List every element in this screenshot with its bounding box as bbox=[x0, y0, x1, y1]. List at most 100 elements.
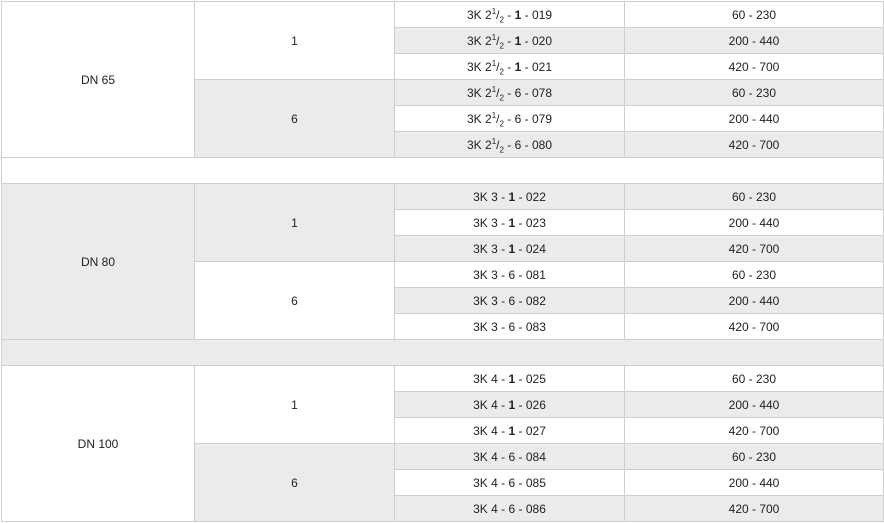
code-suffix: 027 bbox=[525, 423, 546, 438]
range-cell: 60 - 230 bbox=[624, 1, 884, 28]
fraction-numerator: 1 bbox=[491, 58, 497, 68]
range-cell: 420 - 700 bbox=[624, 417, 884, 444]
code-prefix: 3K 4 bbox=[473, 423, 498, 438]
pressure-cell: 1 bbox=[194, 365, 395, 444]
table-row: 6 3K 21/2 - 6 - 078 60 - 230 bbox=[2, 79, 884, 158]
code-pressure: 6 bbox=[508, 267, 516, 282]
spacer-row bbox=[1, 339, 884, 366]
code-pressure: 1 bbox=[508, 371, 516, 386]
fraction-denominator: 2 bbox=[499, 144, 504, 154]
table-row: 3K 4 - 6 - 086 420 - 700 bbox=[2, 495, 884, 522]
article-code-cell: 3K 4 - 6 - 085 bbox=[394, 469, 625, 496]
range-cell: 420 - 700 bbox=[624, 313, 884, 340]
range-cell: 200 - 440 bbox=[624, 287, 884, 314]
code-suffix: 084 bbox=[525, 449, 546, 464]
code-pressure: 1 bbox=[514, 33, 522, 48]
table-row: 3K 3 - 6 - 083 420 - 700 bbox=[2, 313, 884, 340]
table-row: 3K 21/2 - 6 - 079 200 - 440 bbox=[2, 105, 884, 132]
article-code-cell: 3K 3 - 1 - 022 bbox=[394, 183, 625, 210]
fraction-numerator: 1 bbox=[491, 110, 497, 120]
range-cell: 200 - 440 bbox=[624, 469, 884, 496]
table-row: 3K 4 - 1 - 026 200 - 440 bbox=[2, 391, 884, 418]
code-suffix: 080 bbox=[531, 137, 552, 152]
table-row: DN 80 1 3K 3 - 1 - 022 60 - 230 bbox=[1, 183, 884, 340]
range-cell: 200 - 440 bbox=[624, 209, 884, 236]
nominal-size-cell: DN 100 bbox=[1, 365, 195, 522]
code-suffix: 021 bbox=[531, 59, 552, 74]
code-suffix: 025 bbox=[525, 371, 546, 386]
code-suffix: 082 bbox=[525, 293, 546, 308]
article-code-cell: 3K 3 - 6 - 083 bbox=[394, 313, 625, 340]
fraction-denominator: 2 bbox=[499, 92, 504, 102]
code-suffix: 083 bbox=[525, 319, 546, 334]
table-row: 6 3K 3 - 6 - 081 60 - 230 bbox=[2, 261, 884, 340]
spacer-cell bbox=[1, 157, 884, 184]
table-row: DN 65 1 3K 21/2 - 1 - 019 60 - 230 bbox=[1, 1, 884, 158]
table-row: 3K 3 - 6 - 082 200 - 440 bbox=[2, 287, 884, 314]
code-prefix: 3K 4 bbox=[473, 501, 498, 516]
range-cell: 200 - 440 bbox=[624, 391, 884, 418]
table-row: 3K 21/2 - 6 - 080 420 - 700 bbox=[2, 131, 884, 158]
table-row: 3K 21/2 - 1 - 020 200 - 440 bbox=[2, 27, 884, 54]
code-prefix: 3K 2 bbox=[467, 33, 492, 48]
code-suffix: 085 bbox=[525, 475, 546, 490]
article-code-cell: 3K 3 - 1 - 023 bbox=[394, 209, 625, 236]
fraction-denominator: 2 bbox=[499, 66, 504, 76]
code-prefix: 3K 4 bbox=[473, 397, 498, 412]
code-prefix: 3K 3 bbox=[473, 215, 498, 230]
code-pressure: 1 bbox=[508, 241, 516, 256]
range-cell: 200 - 440 bbox=[624, 27, 884, 54]
range-cell: 420 - 700 bbox=[624, 131, 884, 158]
fraction-numerator: 1 bbox=[491, 136, 497, 146]
code-suffix: 024 bbox=[525, 241, 546, 256]
table-row: DN 100 1 3K 4 - 1 - 025 60 - 230 bbox=[1, 365, 884, 522]
pressure-cell: 6 bbox=[194, 443, 395, 522]
code-suffix: 020 bbox=[531, 33, 552, 48]
code-suffix: 019 bbox=[531, 7, 552, 22]
code-prefix: 3K 2 bbox=[467, 111, 492, 126]
article-code-cell: 3K 21/2 - 1 - 021 bbox=[394, 53, 625, 80]
fraction-numerator: 1 bbox=[491, 84, 497, 94]
code-prefix: 3K 4 bbox=[473, 371, 498, 386]
code-suffix: 079 bbox=[531, 111, 552, 126]
article-code-cell: 3K 21/2 - 6 - 079 bbox=[394, 105, 625, 132]
nominal-size-cell: DN 65 bbox=[1, 1, 195, 158]
table-row: 3K 4 - 1 - 027 420 - 700 bbox=[2, 417, 884, 444]
code-pressure: 6 bbox=[508, 293, 516, 308]
code-pressure: 6 bbox=[508, 475, 516, 490]
code-prefix: 3K 3 bbox=[473, 189, 498, 204]
code-prefix: 3K 2 bbox=[467, 137, 492, 152]
article-code-cell: 3K 4 - 1 - 025 bbox=[394, 365, 625, 392]
range-cell: 60 - 230 bbox=[624, 79, 884, 106]
spacer-row bbox=[1, 157, 884, 184]
range-cell: 60 - 230 bbox=[624, 365, 884, 392]
pressure-cell: 1 bbox=[194, 183, 395, 262]
code-prefix: 3K 3 bbox=[473, 319, 498, 334]
code-pressure: 1 bbox=[514, 59, 522, 74]
code-pressure: 6 bbox=[508, 501, 516, 516]
code-pressure: 1 bbox=[508, 215, 516, 230]
code-prefix: 3K 4 bbox=[473, 449, 498, 464]
code-suffix: 081 bbox=[525, 267, 546, 282]
article-code-cell: 3K 4 - 6 - 084 bbox=[394, 443, 625, 470]
code-pressure: 1 bbox=[508, 189, 516, 204]
range-cell: 60 - 230 bbox=[624, 443, 884, 470]
spacer-cell bbox=[1, 339, 884, 366]
table-row: 3K 3 - 1 - 024 420 - 700 bbox=[2, 235, 884, 262]
fraction-denominator: 2 bbox=[499, 118, 504, 128]
code-prefix: 3K 3 bbox=[473, 293, 498, 308]
code-prefix: 3K 2 bbox=[467, 85, 492, 100]
code-suffix: 022 bbox=[525, 189, 546, 204]
range-cell: 420 - 700 bbox=[624, 53, 884, 80]
pressure-cell: 6 bbox=[194, 261, 395, 340]
article-code-cell: 3K 21/2 - 1 - 020 bbox=[394, 27, 625, 54]
code-pressure: 1 bbox=[508, 397, 516, 412]
article-code-cell: 3K 21/2 - 1 - 019 bbox=[394, 1, 625, 28]
article-code-cell: 3K 3 - 6 - 081 bbox=[394, 261, 625, 288]
nominal-size-cell: DN 80 bbox=[1, 183, 195, 340]
fraction-numerator: 1 bbox=[491, 6, 497, 16]
table-row: 3K 21/2 - 1 - 021 420 - 700 bbox=[2, 53, 884, 80]
code-suffix: 086 bbox=[525, 501, 546, 516]
pressure-cell: 6 bbox=[194, 79, 395, 158]
